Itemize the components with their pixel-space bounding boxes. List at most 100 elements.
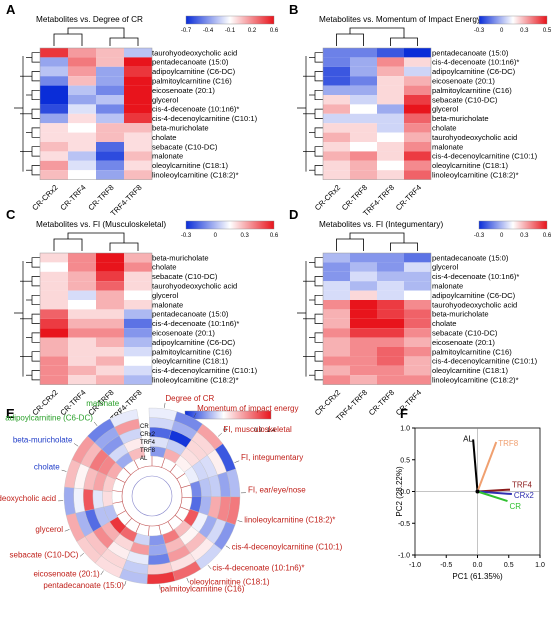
scale-tick: 0.6 xyxy=(543,233,552,239)
heatmap-cell xyxy=(96,48,124,58)
scale-tick: 0.3 xyxy=(520,233,529,239)
heatmap-cell xyxy=(377,132,404,142)
x-tick-label: 0.5 xyxy=(504,562,514,569)
heatmap-cell xyxy=(68,347,96,357)
heatmap-cell xyxy=(40,123,68,133)
heatmap-cell xyxy=(124,123,152,133)
scale-tick: -0.4 xyxy=(203,28,214,34)
outer-label: pentadecanoate (15:0) xyxy=(43,581,124,590)
heatmap-cell xyxy=(40,337,68,347)
column-label: CR-CRx2 xyxy=(30,183,59,212)
heatmap-cell xyxy=(40,113,68,124)
outer-label: cholate xyxy=(34,463,60,472)
heatmap-cell xyxy=(377,347,404,357)
heatmap-cell xyxy=(40,170,68,180)
y-tick-label: -1.0 xyxy=(398,553,410,560)
heatmap-border xyxy=(322,252,432,385)
heatmap-cell xyxy=(68,85,96,95)
heatmap-cell xyxy=(377,85,404,95)
row-label: adipoylcarnitine (C6-DC) xyxy=(152,67,236,76)
heatmap-cell xyxy=(40,151,68,161)
heatmap-cell xyxy=(350,290,377,300)
heatmap-cell xyxy=(377,123,404,133)
heatmap-cell xyxy=(323,365,350,376)
scale-tick: 0.3 xyxy=(520,28,529,34)
heatmap-cell xyxy=(350,57,377,67)
label-tick xyxy=(79,553,84,557)
heatmap-cell xyxy=(323,300,350,310)
heatmap-cell xyxy=(404,113,431,124)
ring-label: CRx2 xyxy=(140,432,156,438)
label-tick xyxy=(73,443,79,447)
heatmap-cell xyxy=(323,290,350,300)
outer-label: cis-4-decenoate (10:1n6)* xyxy=(212,564,304,573)
heatmap-cell xyxy=(377,290,404,300)
column-label: CR-CRx2 xyxy=(313,183,342,212)
heatmap-cell xyxy=(350,375,377,385)
heatmap-cell xyxy=(68,356,96,366)
row-dendrogram xyxy=(297,52,323,176)
row-label: cis-4-decenoate (10:1n6)* xyxy=(432,58,519,67)
heatmap-cell xyxy=(68,300,96,310)
heatmap-cell xyxy=(40,262,68,272)
row-label: sebacate (C10-DC) xyxy=(432,95,498,104)
heatmap-cell xyxy=(124,290,152,300)
row-label: taurohyodeoxycholic acid xyxy=(432,300,517,309)
row-label: linoleoylcarnitine (C18:2)* xyxy=(432,171,519,180)
heatmap-cell xyxy=(323,113,350,124)
outer-label: FI, ear/eye/nose xyxy=(248,486,306,495)
row-label: malonate xyxy=(432,142,463,151)
heatmap-cell xyxy=(377,66,404,77)
heatmap-cell xyxy=(350,151,377,161)
scale-tick: 0 xyxy=(223,428,227,434)
row-label: oleoylcarnitine (C18:1) xyxy=(152,161,228,170)
heatmap-cell xyxy=(68,170,96,180)
heatmap-cell xyxy=(124,328,152,338)
heatmap-cell xyxy=(96,151,124,161)
ring-cell xyxy=(92,489,104,510)
heatmap-cell xyxy=(96,262,124,272)
heatmap-cell xyxy=(350,347,377,357)
heatmap-cell xyxy=(350,328,377,338)
panel-letter: F xyxy=(400,406,408,421)
row-label: beta-muricholate xyxy=(152,124,209,133)
heatmap-cell xyxy=(68,309,96,319)
scale-tick: 1.4 xyxy=(267,428,276,434)
heatmap-cell xyxy=(350,142,377,152)
heatmap-cell xyxy=(68,318,96,329)
ring-cell xyxy=(149,534,166,546)
heatmap-cell xyxy=(377,160,404,171)
row-label: malonate xyxy=(152,152,183,161)
scale-tick: 0.5 xyxy=(543,28,552,34)
heatmap-cell xyxy=(350,253,377,263)
color-scale xyxy=(478,220,548,230)
heatmap-cell xyxy=(68,132,96,142)
panel-letter: C xyxy=(6,207,16,222)
heatmap-cell xyxy=(96,123,124,133)
row-label: palmitoylcarnitine (C16) xyxy=(432,86,512,95)
heatmap-cell xyxy=(68,66,96,77)
label-tick xyxy=(164,402,166,408)
heatmap-cell xyxy=(323,318,350,329)
outer-label: taurohyodeoxycholic acid xyxy=(0,494,56,503)
outer-label: oleoylcarnitine (C18:1) xyxy=(190,577,270,586)
heatmap-cell xyxy=(350,337,377,347)
outer-label: cis-4-decenoylcarnitine (C10:1) xyxy=(232,543,343,552)
vector-label: TRF8 xyxy=(498,439,519,448)
vector-label: TRF4 xyxy=(512,481,533,490)
heatmap-cell xyxy=(96,76,124,86)
scale-tick: 0.6 xyxy=(270,233,279,239)
row-label: oleoylcarnitine (C18:1) xyxy=(152,357,228,366)
heatmap-cell xyxy=(350,76,377,86)
heatmap-cell xyxy=(404,281,431,291)
row-label: taurohyodeoxycholic acid xyxy=(152,48,237,57)
heatmap-cell xyxy=(350,356,377,366)
outer-label: palmitoylcarnitine (C16) xyxy=(160,585,244,594)
scale-tick: -0.7 xyxy=(181,28,192,34)
heatmap-cell xyxy=(350,132,377,142)
y-axis-label: PC2 (28.22%) xyxy=(395,466,404,517)
heatmap-cell xyxy=(350,262,377,272)
heatmap-cell xyxy=(404,57,431,67)
heatmap-cell xyxy=(124,375,152,385)
